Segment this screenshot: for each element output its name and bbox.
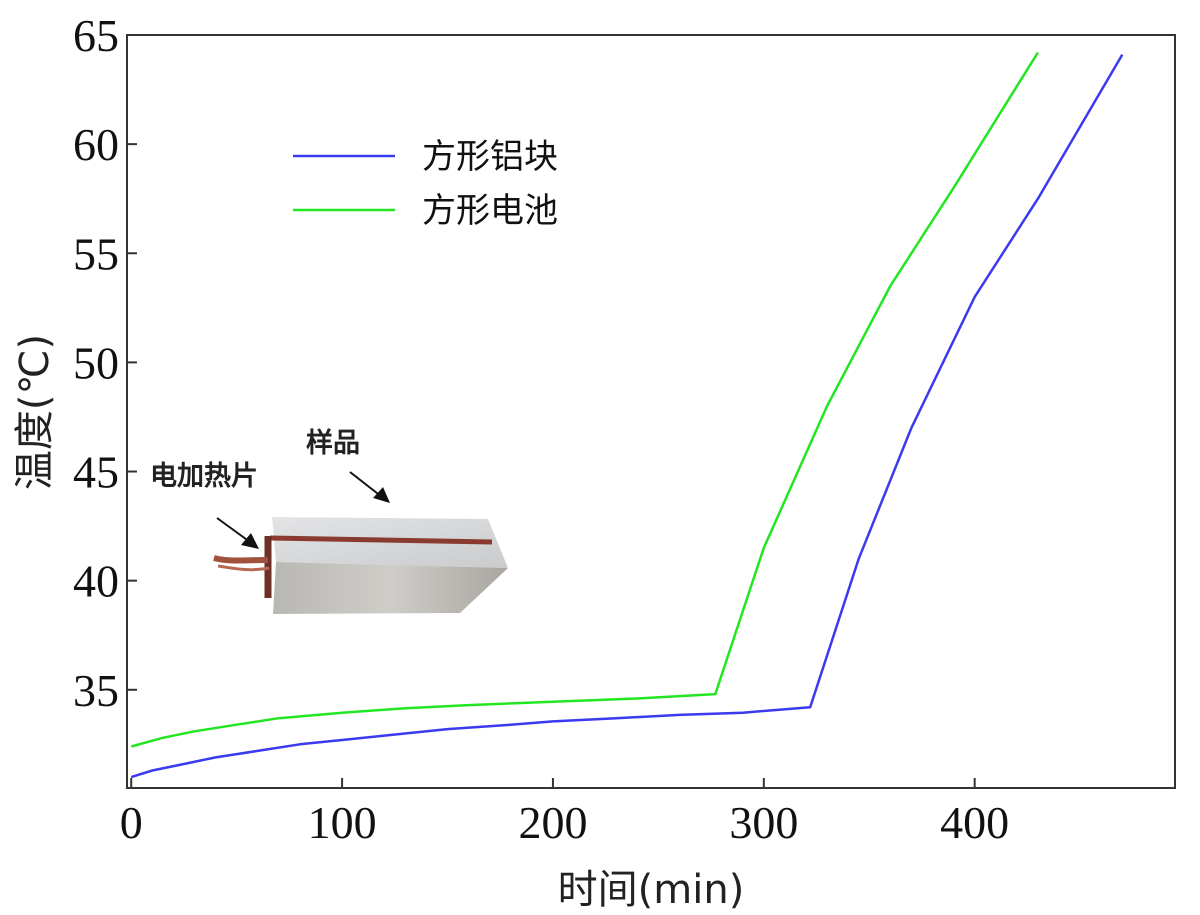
y-tick-label: 60 (73, 119, 119, 170)
annotation-heater: 电加热片 (150, 461, 258, 492)
x-tick-label: 0 (120, 797, 143, 848)
x-tick-label: 400 (940, 797, 1009, 848)
legend-label-aluminum: 方形铝块 (422, 137, 558, 177)
axis-ticks: 0 100 200 300 400 35 40 45 50 55 60 65 (73, 10, 1009, 848)
sample-photo (213, 517, 508, 614)
y-tick-label: 55 (73, 228, 119, 279)
annotation-sample: 样品 (306, 427, 360, 459)
heating-pad-lead-wire (217, 564, 270, 572)
y-tick-label: 40 (73, 556, 119, 607)
block-front-face (273, 562, 508, 614)
x-axis-title: 时间(min) (558, 867, 745, 913)
heating-pad-strip (269, 535, 493, 545)
x-tick-label: 300 (729, 797, 798, 848)
y-axis-title: 温度(℃) (12, 334, 58, 490)
annotation-sample-arrow (349, 471, 383, 498)
legend-label-battery: 方形电池 (422, 191, 558, 231)
series-line-battery (130, 51, 1039, 748)
x-tick-label: 200 (518, 797, 587, 848)
y-tick-label: 35 (73, 665, 119, 716)
x-tick-label: 100 (308, 797, 377, 848)
heating-pad-lead (213, 555, 269, 564)
annotation-heater-arrow (216, 517, 251, 543)
legend: 方形铝块 方形电池 (293, 137, 558, 231)
plot-frame (126, 34, 1176, 789)
y-tick-label: 45 (73, 447, 119, 498)
annotation-sample-arrowhead (373, 487, 390, 503)
y-tick-label: 65 (73, 10, 119, 61)
series-layer (130, 51, 1124, 779)
annotations: 样品 电加热片 (150, 427, 390, 549)
y-tick-label: 50 (73, 337, 119, 388)
series-line-aluminum (130, 53, 1124, 779)
annotation-heater-arrowhead (241, 533, 259, 549)
